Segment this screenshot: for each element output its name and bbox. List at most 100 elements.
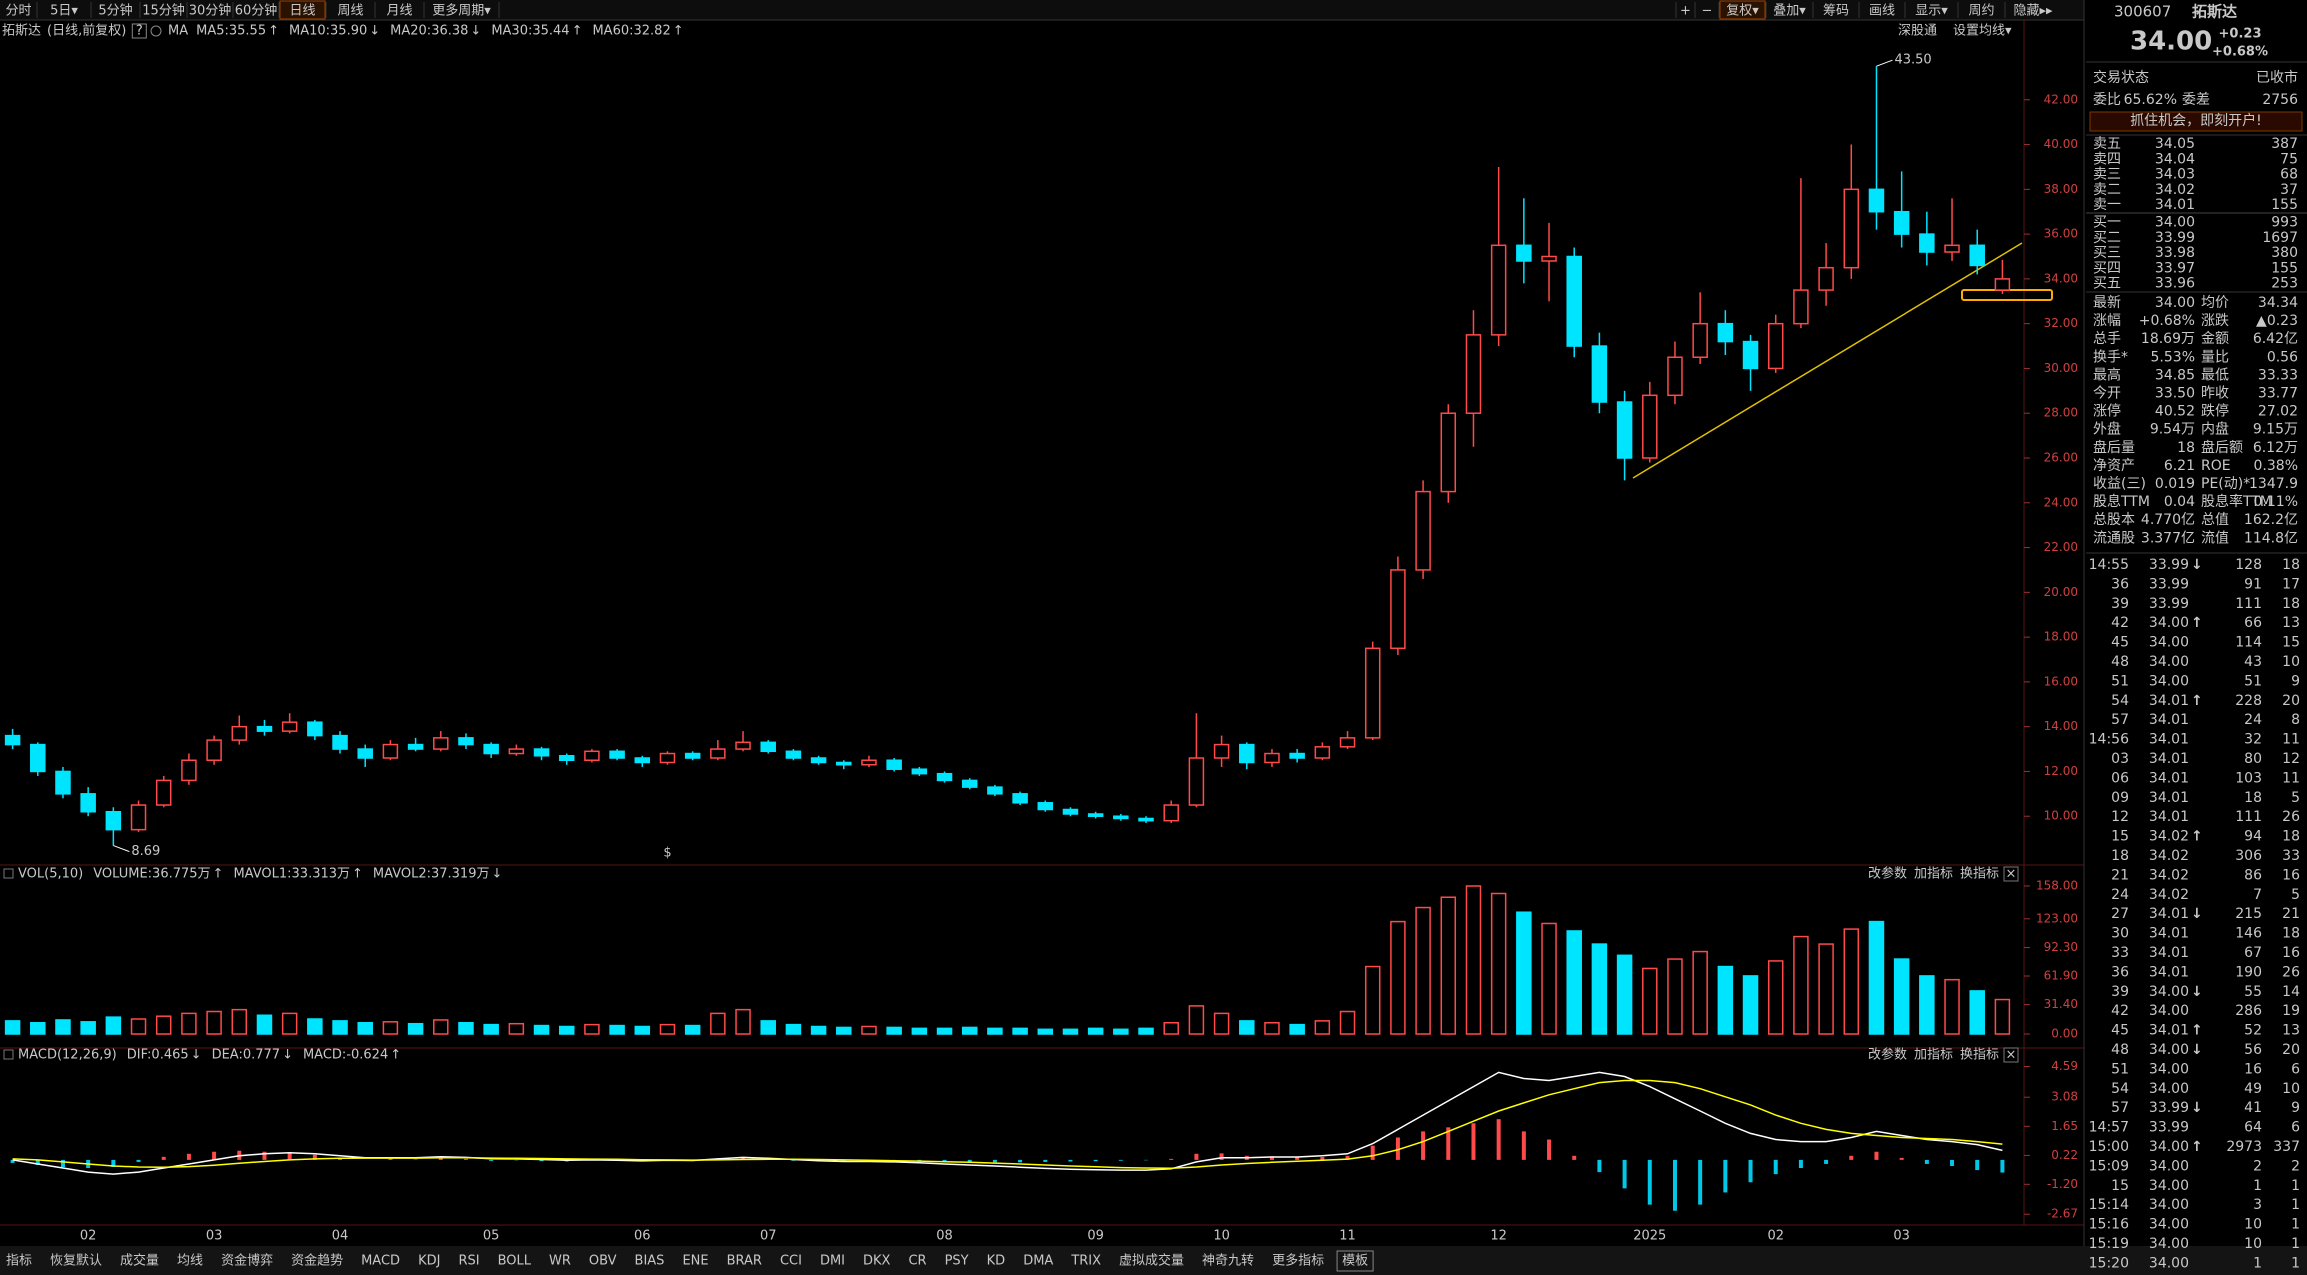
candle-body [1969,244,1985,267]
tool-button[interactable]: 画线 [1869,4,1895,19]
indicator-tab[interactable]: DMI [820,1254,845,1269]
stat-value: 33.50 [2155,386,2195,402]
candle-body [1062,808,1079,815]
tick-count: 14 [2282,984,2300,1000]
indicator-tab[interactable]: BIAS [635,1254,665,1269]
indicator-tab[interactable]: CR [908,1254,926,1269]
panel-close[interactable]: × [2006,867,2017,882]
book-label: 买四 [2093,260,2121,276]
y-tick-label: 0.22 [2051,1148,2078,1162]
help[interactable]: ? [136,24,143,39]
tick-time: 48 [2111,654,2129,670]
tick-price: 34.00 [2149,654,2189,670]
tool-button[interactable]: 显示▾ [1915,4,1948,19]
tick-count: 6 [2291,1120,2300,1136]
candle-body [1163,804,1179,822]
panel-tool[interactable]: 换指标 [1960,1048,1999,1063]
indicator-tab[interactable]: MACD [361,1254,400,1269]
period-tab[interactable]: 分时 [5,4,31,19]
indicator-tab[interactable]: DKX [863,1254,891,1269]
indicator-tab[interactable]: KD [987,1254,1006,1269]
book-label: 买五 [2093,276,2121,292]
period-tab[interactable]: 周线 [337,4,363,19]
tick-time: 24 [2111,887,2129,903]
tick-count: 26 [2282,809,2300,825]
indicator-tab[interactable]: 成交量 [120,1253,159,1269]
period-tab[interactable]: 日线 [289,4,315,19]
panel-tool[interactable]: 改参数 [1868,1047,1907,1063]
panel-tool[interactable]: 改参数 [1868,866,1907,882]
stat-value: 34.85 [2155,367,2195,383]
tool-button[interactable]: 叠加▾ [1773,4,1806,19]
period-tab[interactable]: 5分钟 [98,3,132,19]
indicator-tab[interactable]: 神奇九转 [1202,1253,1254,1269]
tool-button[interactable]: 周约 [1968,4,1994,19]
indicator-tab[interactable]: 虚拟成交量 [1119,1253,1184,1269]
panel-tool[interactable]: 加指标 [1914,1048,1953,1063]
period-tab[interactable]: 30分钟 [189,3,232,19]
tool-button[interactable]: 隐藏▸▸ [2013,4,2053,19]
indicator-tab[interactable]: TRIX [1070,1254,1101,1269]
tick-time: 27 [2111,906,2129,922]
indicator-tab[interactable]: DMA [1023,1254,1053,1269]
header-link[interactable]: 深股通 [1898,24,1937,39]
label: 委比 [2093,92,2121,108]
tick-volume: 24 [2244,712,2262,728]
tick-arrow: ↑ [2191,615,2203,631]
volume-bar [357,1022,373,1035]
volume-bar [1087,1027,1104,1035]
candle-body [1843,188,1860,269]
tool-button[interactable]: − [1702,4,1713,19]
settings-icon[interactable] [150,25,162,37]
panel-tool[interactable]: 换指标 [1960,867,1999,882]
volume-bar [584,1023,600,1035]
y-tick-label: 16.00 [2044,674,2078,688]
indicator-tab[interactable]: OBV [589,1254,617,1269]
indicator-tab[interactable]: 更多指标 [1272,1253,1324,1269]
tick-price: 34.01 [2149,926,2189,942]
indicator-tab[interactable]: ENE [682,1254,708,1269]
indicator-tab[interactable]: 均线 [177,1254,203,1269]
period-tab[interactable]: 月线 [386,4,412,19]
candle-body [1012,793,1028,804]
tool-button[interactable]: + [1680,4,1691,19]
indicator-tab[interactable]: WR [549,1254,571,1269]
tool-button[interactable]: 复权▾ [1726,3,1759,19]
tick-volume: 111 [2235,809,2262,825]
indicator-tab[interactable]: 模板 [1342,1254,1368,1269]
tick-volume: 7 [2253,887,2262,903]
tick-count: 16 [2282,867,2300,883]
indicator-tab[interactable]: CCI [780,1254,802,1269]
y-tick-label: 0.00 [2051,1027,2078,1041]
period-tab[interactable]: 5日▾ [50,4,78,19]
panel-tool[interactable]: 加指标 [1914,867,1953,882]
indicator-tab[interactable]: 指标 [6,1254,32,1269]
banner[interactable]: 抓住机会，即刻开户! [2130,112,2262,129]
stat-value: 6.12万 [2253,440,2298,456]
indicator-tab[interactable]: PSY [945,1254,969,1269]
header-link[interactable]: 设置均线▾ [1953,24,2012,39]
volume-bar [206,1010,222,1035]
candle-body [1818,266,1834,291]
book-label: 卖五 [2093,136,2121,152]
period-tab[interactable]: 更多周期▾ [432,3,491,19]
indicator-tab[interactable]: 恢复默认 [50,1253,102,1269]
indicator-tab[interactable]: 资金博弈 [221,1253,273,1269]
candle-body [1717,322,1734,343]
volume-bar [1843,928,1860,1035]
candle-body [886,759,902,770]
y-tick-label: 28.00 [2044,406,2078,420]
indicator-tab[interactable]: RSI [458,1254,479,1269]
candle-body [433,737,449,750]
tool-button[interactable]: 筹码 [1823,3,1849,19]
indicator-tab[interactable]: KDJ [418,1254,440,1269]
tick-volume: 67 [2244,945,2262,961]
indicator-tab[interactable]: BOLL [498,1254,532,1269]
stat-value: 34.34 [2258,295,2298,311]
indicator-tab[interactable]: BRAR [727,1254,762,1269]
panel-close[interactable]: × [2006,1048,2017,1063]
period-tab[interactable]: 60分钟 [235,3,278,19]
tick-price: 34.01 [2149,770,2189,786]
period-tab[interactable]: 15分钟 [142,3,185,19]
indicator-tab[interactable]: 资金趋势 [291,1253,343,1269]
